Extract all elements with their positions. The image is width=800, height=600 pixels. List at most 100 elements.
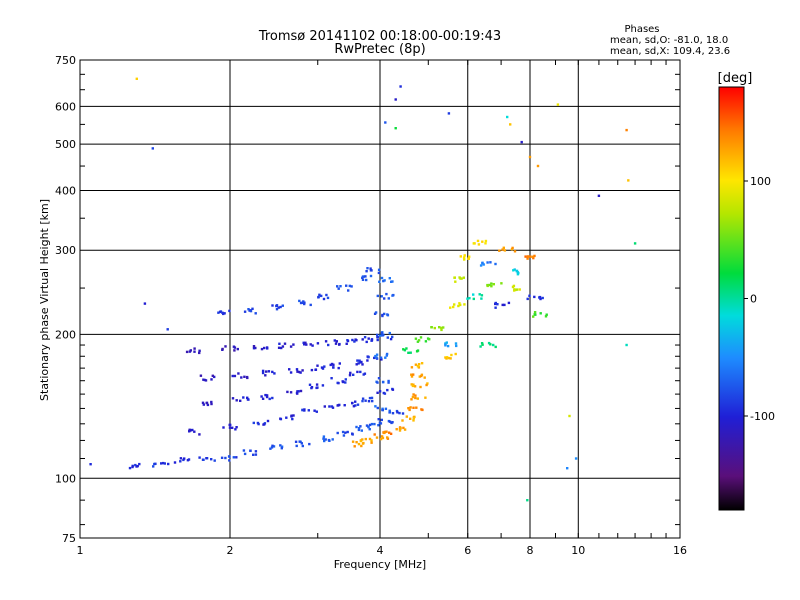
echo-point bbox=[254, 312, 257, 315]
echo-point bbox=[405, 415, 408, 418]
echo-point bbox=[361, 338, 364, 341]
echo-point bbox=[220, 456, 224, 459]
x-axis-label: Frequency [MHz] bbox=[334, 558, 426, 571]
echo-point bbox=[394, 127, 397, 130]
echo-point bbox=[279, 305, 282, 309]
echo-point bbox=[224, 345, 227, 348]
echo-point bbox=[455, 344, 458, 348]
echo-point bbox=[210, 400, 213, 404]
echo-point bbox=[213, 375, 216, 379]
echo-point bbox=[426, 382, 429, 385]
echo-point bbox=[299, 371, 302, 374]
echo-point bbox=[361, 397, 365, 400]
echo-point bbox=[299, 389, 303, 393]
echo-point bbox=[357, 362, 360, 365]
colorbar bbox=[718, 86, 745, 511]
echo-point bbox=[264, 374, 267, 377]
echo-point bbox=[368, 396, 372, 400]
echo-point bbox=[249, 449, 252, 452]
echo-point bbox=[327, 438, 331, 442]
echo-point bbox=[459, 277, 462, 280]
echo-point bbox=[242, 449, 246, 452]
info-line-x: mean, sd,X: 109.4, 23.6 bbox=[610, 46, 730, 57]
echo-point bbox=[303, 408, 306, 411]
echo-point bbox=[321, 367, 325, 370]
echo-point bbox=[376, 333, 379, 337]
echo-point bbox=[271, 396, 274, 400]
echo-point bbox=[309, 303, 312, 307]
echo-point bbox=[272, 445, 276, 448]
echo-point bbox=[222, 426, 225, 429]
echo-point bbox=[138, 462, 141, 466]
echo-point bbox=[477, 243, 481, 246]
echo-point bbox=[503, 249, 507, 252]
echo-point bbox=[316, 386, 319, 389]
echo-point bbox=[292, 414, 295, 417]
echo-point bbox=[484, 239, 488, 243]
echo-point bbox=[242, 396, 245, 399]
echo-point bbox=[249, 309, 253, 313]
echo-point bbox=[324, 438, 327, 441]
echo-point bbox=[459, 303, 462, 307]
echo-point bbox=[373, 356, 376, 360]
echo-point bbox=[233, 374, 237, 378]
echo-point bbox=[409, 406, 412, 409]
echo-point bbox=[463, 254, 466, 257]
echo-point bbox=[302, 300, 305, 303]
echo-point bbox=[301, 408, 304, 412]
echo-point bbox=[347, 289, 350, 292]
echo-point bbox=[366, 359, 369, 362]
echo-point bbox=[205, 457, 208, 460]
echo-point bbox=[375, 353, 379, 356]
echo-point bbox=[302, 341, 305, 344]
echo-point bbox=[388, 409, 391, 412]
echo-point bbox=[420, 362, 424, 365]
echo-point bbox=[370, 396, 374, 400]
echo-point bbox=[279, 417, 283, 421]
echo-point bbox=[409, 417, 412, 420]
echo-point bbox=[232, 345, 236, 348]
echo-point bbox=[423, 376, 426, 379]
echo-point bbox=[162, 461, 165, 465]
echo-point bbox=[305, 343, 308, 346]
echo-point bbox=[380, 418, 383, 422]
echo-point bbox=[355, 441, 358, 444]
echo-point bbox=[407, 351, 410, 354]
echo-point bbox=[450, 353, 453, 357]
x-tick-label: 6 bbox=[464, 544, 471, 557]
echo-point bbox=[234, 428, 237, 431]
echo-point bbox=[520, 140, 523, 144]
echo-point bbox=[288, 368, 291, 371]
echo-point bbox=[354, 338, 357, 341]
echo-point bbox=[490, 282, 493, 285]
echo-point bbox=[379, 334, 382, 337]
echo-point bbox=[489, 261, 492, 264]
echo-point bbox=[292, 343, 295, 346]
echo-point bbox=[484, 242, 487, 245]
echo-point bbox=[131, 465, 134, 469]
echo-point bbox=[316, 342, 320, 345]
echo-point bbox=[228, 309, 231, 313]
echo-point bbox=[412, 406, 415, 409]
echo-point bbox=[482, 263, 485, 266]
echo-point bbox=[213, 459, 216, 462]
echo-point bbox=[154, 462, 157, 465]
echo-point bbox=[401, 419, 404, 422]
echo-point bbox=[374, 311, 378, 314]
echo-point bbox=[370, 338, 374, 341]
echo-point bbox=[524, 255, 527, 258]
echo-point bbox=[454, 342, 458, 345]
echo-point bbox=[271, 304, 274, 307]
echo-point bbox=[472, 297, 475, 301]
echo-point bbox=[351, 338, 354, 342]
echo-point bbox=[374, 405, 377, 408]
echo-point bbox=[318, 293, 321, 296]
echo-point bbox=[492, 283, 495, 286]
echo-point bbox=[376, 294, 379, 298]
echo-point bbox=[361, 438, 364, 441]
echo-point bbox=[289, 345, 293, 348]
echo-point bbox=[235, 426, 238, 429]
echo-point bbox=[466, 297, 469, 300]
echo-point bbox=[202, 378, 205, 381]
